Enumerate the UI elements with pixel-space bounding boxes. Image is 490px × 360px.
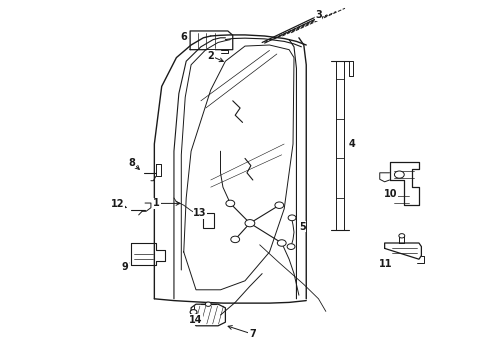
Text: 5: 5 [299,222,306,232]
Text: 8: 8 [129,158,136,168]
Circle shape [399,234,405,238]
Text: 2: 2 [207,51,214,61]
Text: 11: 11 [379,258,392,269]
Text: 14: 14 [189,315,203,325]
Text: 12: 12 [111,199,124,210]
Circle shape [226,200,235,207]
Circle shape [190,310,197,315]
Circle shape [277,240,286,246]
Text: 10: 10 [384,189,398,199]
Circle shape [288,215,296,221]
Text: 7: 7 [249,329,256,339]
Circle shape [205,302,211,306]
Circle shape [245,220,255,227]
Circle shape [287,244,295,249]
Text: 9: 9 [122,262,128,272]
Text: 13: 13 [193,208,207,218]
Circle shape [231,236,240,243]
Circle shape [275,202,284,208]
Bar [203,213,214,228]
Text: 1: 1 [153,198,160,208]
Text: 6: 6 [181,32,188,42]
Circle shape [394,171,404,178]
Text: 3: 3 [315,10,322,20]
Text: 4: 4 [348,139,355,149]
